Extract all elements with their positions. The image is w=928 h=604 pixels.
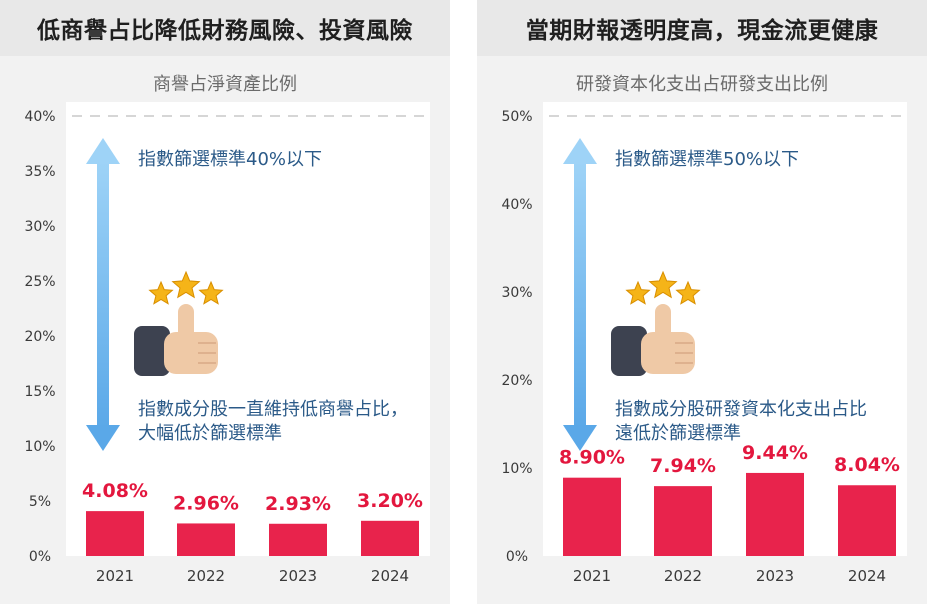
y-tick-label: 30% <box>501 285 532 301</box>
arrow-head-down <box>86 425 120 451</box>
bar-2022 <box>177 523 235 556</box>
annotation-bottom-line: 遠低於篩選標準 <box>615 423 741 444</box>
sleeve <box>134 326 170 376</box>
x-tick-label-2024: 2024 <box>371 567 409 585</box>
y-tick-label: 35% <box>24 164 55 180</box>
right-panel-title: 當期財報透明度高，現金流更健康 <box>525 18 879 44</box>
chart-title: 商譽占淨資產比例 <box>153 74 297 95</box>
x-tick-label-2021: 2021 <box>96 567 134 585</box>
bar-2023 <box>269 523 327 556</box>
star-icon <box>198 280 224 305</box>
y-tick-label: 25% <box>24 274 55 290</box>
value-label-2024: 3.20% <box>357 490 423 512</box>
value-label-2021: 4.08% <box>82 480 148 502</box>
arrow-head-down <box>563 425 597 451</box>
star-icon <box>648 270 678 299</box>
star-icon <box>171 270 201 299</box>
arrow-head-up <box>563 138 597 164</box>
arrow-shaft <box>97 160 109 429</box>
right-chart: 研發資本化支出占研發支出比例 0% 10% 20% 30% 40% 50% 8.90% 2021… <box>501 74 907 585</box>
plot-area <box>66 102 430 556</box>
x-tick-label-2023: 2023 <box>756 567 794 585</box>
left-panel-header: 低商譽占比降低財務風險、投資風險 <box>0 0 450 56</box>
right-panel-header: 當期財報透明度高，現金流更健康 <box>477 0 927 56</box>
y-tick-label: 0% <box>506 549 528 565</box>
left-chart: 商譽占淨資產比例 0% 5% 10% 15% 20% 25% 30% 35% 40% 4.08% 20… <box>24 74 430 585</box>
annotation-top: 指數篩選標準50%以下 <box>615 149 799 170</box>
y-tick-label: 10% <box>24 439 55 455</box>
arrow-head-up <box>86 138 120 164</box>
chart-title: 研發資本化支出占研發支出比例 <box>576 74 828 95</box>
value-label-2021: 8.90% <box>559 447 625 469</box>
value-label-2022: 2.96% <box>173 492 239 514</box>
y-tick-label: 15% <box>24 384 55 400</box>
value-label-2023: 2.93% <box>265 493 331 515</box>
bar-2021 <box>563 477 621 556</box>
right-panel: 當期財報透明度高，現金流更健康 研發資本化支出占研發支出比例 0% 10% 20% 30… <box>477 0 927 604</box>
x-tick-label-2023: 2023 <box>279 567 317 585</box>
y-tick-label: 20% <box>24 329 55 345</box>
y-tick-label: 50% <box>501 109 532 125</box>
y-tick-label: 5% <box>29 494 51 510</box>
arrow-shaft <box>574 160 586 429</box>
bar-2022 <box>654 486 712 556</box>
annotation-top: 指數篩選標準40%以下 <box>138 149 322 170</box>
bar-2021 <box>86 511 144 556</box>
y-tick-label: 30% <box>24 219 55 235</box>
x-tick-label-2022: 2022 <box>187 567 225 585</box>
star-icon <box>625 280 651 305</box>
annotation-bottom-line: 大幅低於篩選標準 <box>138 423 282 444</box>
star-icon <box>675 280 701 305</box>
left-panel-title: 低商譽占比降低財務風險、投資風險 <box>37 18 413 44</box>
left-panel: 低商譽占比降低財務風險、投資風險 商譽占淨資產比例 0% 5% 10% 15% 20% 25… <box>0 0 450 604</box>
value-label-2024: 8.04% <box>834 454 900 476</box>
thumbs-up-icon <box>134 270 224 376</box>
bar-2024 <box>361 520 419 556</box>
value-label-2023: 9.44% <box>742 442 808 464</box>
annotation-bottom-line: 指數成分股一直維持低商譽占比， <box>138 399 408 420</box>
star-icon <box>148 280 174 305</box>
y-tick-label: 40% <box>501 197 532 213</box>
y-tick-label: 0% <box>29 549 51 565</box>
bar-2023 <box>746 472 804 556</box>
annotation-bottom-line: 指數成分股研發資本化支出占比 <box>615 399 867 420</box>
y-tick-label: 20% <box>501 373 532 389</box>
sleeve <box>611 326 647 376</box>
y-tick-label: 10% <box>501 461 532 477</box>
y-tick-label: 40% <box>24 109 55 125</box>
hand-thumb <box>655 304 671 340</box>
x-tick-label-2021: 2021 <box>573 567 611 585</box>
thumbs-up-icon <box>611 270 701 376</box>
value-label-2022: 7.94% <box>650 455 716 477</box>
bar-2024 <box>838 485 896 556</box>
x-tick-label-2022: 2022 <box>664 567 702 585</box>
hand-thumb <box>178 304 194 340</box>
x-tick-label-2024: 2024 <box>848 567 886 585</box>
